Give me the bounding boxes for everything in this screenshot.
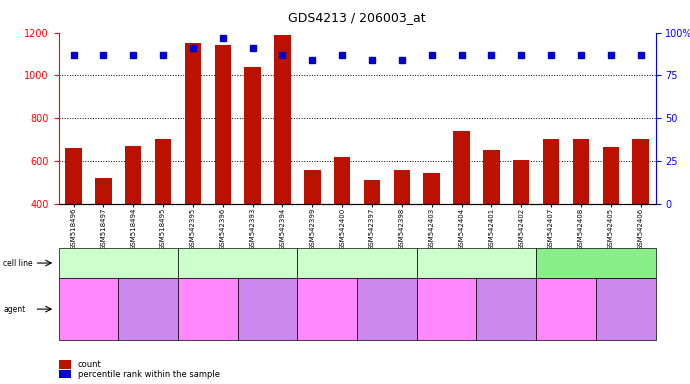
Bar xyxy=(543,139,560,289)
Bar xyxy=(453,131,470,289)
Bar xyxy=(393,170,410,289)
Bar xyxy=(95,178,112,289)
Text: control peptid
e 100mM: control peptid e 100mM xyxy=(487,304,525,314)
Bar xyxy=(483,150,500,289)
Bar xyxy=(334,157,351,289)
Text: JCRB0033 [CEM]: JCRB0033 [CEM] xyxy=(206,258,269,268)
Bar xyxy=(513,160,529,289)
Bar xyxy=(185,43,201,289)
Bar xyxy=(125,146,141,289)
Text: NBD
inhibitory pept
ide 100mM: NBD inhibitory pept ide 100mM xyxy=(546,301,586,318)
Bar xyxy=(59,370,71,378)
Text: GDS4213 / 206003_at: GDS4213 / 206003_at xyxy=(288,12,426,25)
Text: agent: agent xyxy=(3,305,26,314)
Text: percentile rank within the sample: percentile rank within the sample xyxy=(78,369,220,379)
Bar xyxy=(59,360,71,369)
Text: NBD
inhibitory pept
ide 100mM: NBD inhibitory pept ide 100mM xyxy=(307,301,347,318)
Text: control peptid
e 100mM: control peptid e 100mM xyxy=(607,304,644,314)
Text: control peptid
e 100mM: control peptid e 100mM xyxy=(368,304,406,314)
Text: cell line: cell line xyxy=(3,258,33,268)
Bar xyxy=(66,148,82,289)
Bar xyxy=(364,180,380,289)
Bar xyxy=(632,139,649,289)
Bar xyxy=(215,45,231,289)
Text: count: count xyxy=(78,360,101,369)
Text: control peptid
e 100mM: control peptid e 100mM xyxy=(129,304,167,314)
Text: control peptid
e 100mM: control peptid e 100mM xyxy=(248,304,286,314)
Bar xyxy=(424,172,440,289)
Text: KOPT-K: KOPT-K xyxy=(344,258,371,268)
Bar xyxy=(304,170,321,289)
Bar xyxy=(155,139,171,289)
Text: NBD
inhibitory pept
ide 100mM: NBD inhibitory pept ide 100mM xyxy=(68,301,108,318)
Bar xyxy=(602,147,619,289)
Bar xyxy=(274,35,290,289)
Bar xyxy=(573,139,589,289)
Text: NBD
inhibitory pept
ide 100mM: NBD inhibitory pept ide 100mM xyxy=(426,301,466,318)
Text: JCRB0086 [TALL-1]: JCRB0086 [TALL-1] xyxy=(83,258,154,268)
Bar xyxy=(244,67,261,289)
Text: ACC525 [DND41]: ACC525 [DND41] xyxy=(444,258,509,268)
Text: ACC483 [HPB-ALL]: ACC483 [HPB-ALL] xyxy=(561,258,631,268)
Text: NBD
inhibitory pept
ide 100mM: NBD inhibitory pept ide 100mM xyxy=(188,301,228,318)
